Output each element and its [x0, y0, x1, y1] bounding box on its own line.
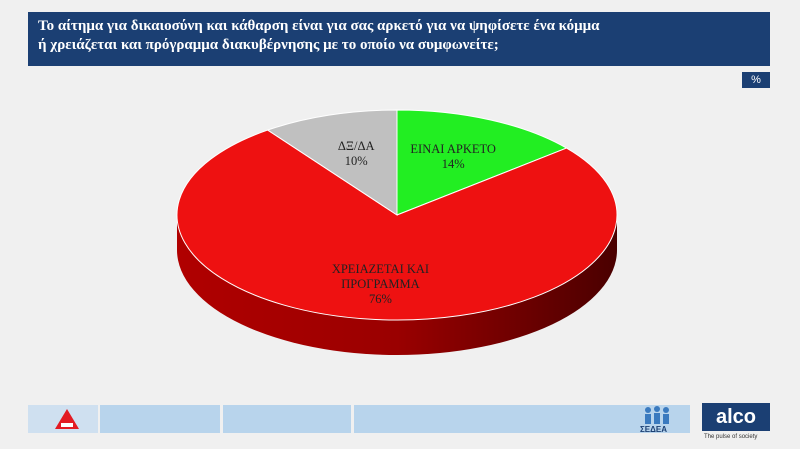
footer-band — [100, 405, 220, 433]
unit-badge: % — [742, 72, 770, 88]
pie-slice — [396, 109, 568, 216]
logo-sedea: ΣΕΔΕΑ — [640, 425, 667, 434]
logo-alco: alco — [702, 403, 770, 431]
pie-slice — [176, 129, 618, 321]
value-label: 10% — [344, 154, 368, 169]
title-line: ή χρειάζεται και πρόγραμμα διακυβέρνησης… — [38, 37, 499, 53]
pie-slice — [266, 109, 398, 216]
channel-logo — [55, 409, 79, 429]
slice-label: ΧΡΕΙΑΖΕΤΑΙ ΚΑΙ ΠΡΟΓΡΑΜΜΑ 76% — [310, 262, 450, 307]
tagline: The pulse of society — [704, 434, 758, 440]
title-line: Το αίτημα για δικαιοσύνη και κάθαρση είν… — [38, 18, 600, 34]
footer-band — [223, 405, 351, 433]
footer-band — [354, 405, 690, 433]
category-label: ΧΡΕΙΑΖΕΤΑΙ ΚΑΙ ΠΡΟΓΡΑΜΜΑ — [331, 261, 430, 291]
category-label: ΕΙΝΑΙ ΑΡΚΕΤΟ — [410, 141, 496, 156]
value-label: 14% — [441, 156, 465, 171]
category-label: ΔΞ/ΔΑ — [337, 139, 375, 154]
sedea-icon — [645, 406, 669, 424]
title-box: Το αίτημα για δικαιοσύνη και κάθαρση είν… — [28, 12, 770, 66]
value-label: 76% — [368, 291, 392, 306]
slice-label: ΔΞ/ΔΑ 10% — [286, 139, 426, 169]
slice-label: ΕΙΝΑΙ ΑΡΚΕΤΟ 14% — [383, 142, 523, 172]
